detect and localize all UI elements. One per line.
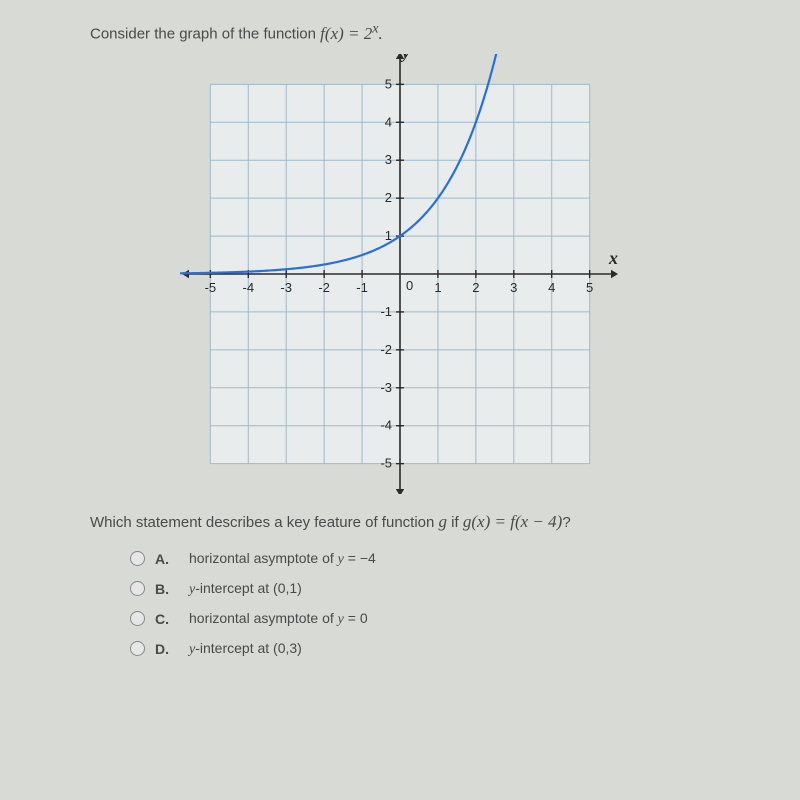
choice-letter: D. [155, 641, 171, 657]
choice-letter: B. [155, 581, 171, 597]
svg-text:-2: -2 [380, 342, 392, 357]
choice-text: y-intercept at (0,3) [189, 640, 302, 658]
svg-text:2: 2 [472, 280, 479, 295]
question-g: g [439, 512, 448, 531]
radio-3[interactable] [130, 611, 145, 626]
prompt-formula: f(x) = 2x. [320, 26, 383, 43]
prompt-text: Consider the graph of the function f(x) … [90, 20, 710, 44]
choice-text: horizontal asymptote of y = 0 [189, 610, 368, 628]
choice-text: horizontal asymptote of y = −4 [189, 550, 376, 568]
svg-text:-5: -5 [205, 280, 217, 295]
choice-a[interactable]: A. horizontal asymptote of y = −4 [130, 550, 710, 568]
choice-letter: C. [155, 611, 171, 627]
choice-d[interactable]: D. y-intercept at (0,3) [130, 640, 710, 658]
radio-1[interactable] [130, 551, 145, 566]
radio-4[interactable] [130, 641, 145, 656]
svg-text:-2: -2 [318, 280, 330, 295]
svg-text:0: 0 [406, 278, 413, 293]
svg-text:5: 5 [385, 76, 392, 91]
svg-text:-4: -4 [380, 417, 392, 432]
svg-text:-3: -3 [380, 379, 392, 394]
choice-b[interactable]: B. y-intercept at (0,1) [130, 580, 710, 598]
svg-text:4: 4 [385, 114, 392, 129]
graph-svg: -5-4-3-2-112345-5-4-3-2-1123450xy [180, 54, 620, 494]
svg-text:2: 2 [385, 190, 392, 205]
svg-text:y: y [400, 54, 411, 62]
svg-text:-3: -3 [280, 280, 292, 295]
choice-text: y-intercept at (0,1) [189, 580, 302, 598]
choice-letter: A. [155, 551, 171, 567]
choice-c[interactable]: C. horizontal asymptote of y = 0 [130, 610, 710, 628]
question-prefix: Which statement describes a key feature … [90, 514, 439, 531]
graph: -5-4-3-2-112345-5-4-3-2-1123450xy [180, 54, 620, 494]
svg-text:1: 1 [434, 280, 441, 295]
question-formula: g(x) = f(x − 4)? [463, 514, 571, 531]
choices-list: A. horizontal asymptote of y = −4 B. y-inte… [130, 550, 710, 658]
svg-text:-1: -1 [356, 280, 368, 295]
radio-2[interactable] [130, 581, 145, 596]
svg-text:3: 3 [510, 280, 517, 295]
question-mid: if [447, 514, 463, 531]
prompt-prefix: Consider the graph of the function [90, 26, 320, 43]
svg-text:4: 4 [548, 280, 555, 295]
question-text: Which statement describes a key feature … [90, 512, 710, 532]
svg-text:-1: -1 [380, 304, 392, 319]
svg-text:3: 3 [385, 152, 392, 167]
svg-text:-4: -4 [242, 280, 254, 295]
svg-text:x: x [608, 248, 618, 268]
svg-text:5: 5 [586, 280, 593, 295]
svg-text:-5: -5 [380, 455, 392, 470]
